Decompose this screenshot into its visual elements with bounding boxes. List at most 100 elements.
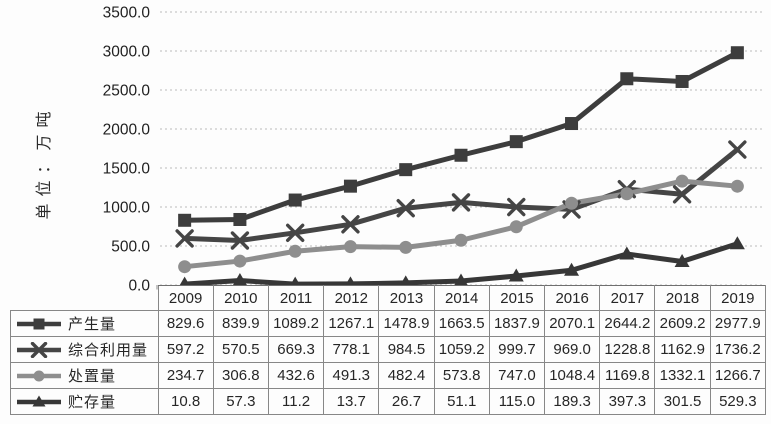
value-cell-disposal-2018: 1332.1 bbox=[654, 362, 711, 389]
year-header-cell: 2012 bbox=[323, 285, 380, 311]
legend-entry: 贮存量 bbox=[11, 391, 157, 412]
value-cell-disposal-2012: 491.3 bbox=[323, 362, 380, 389]
value-cell-storage-2015: 115.0 bbox=[488, 388, 546, 415]
square-marker-icon bbox=[233, 212, 247, 226]
value-cell-comprehensive-utilization-2012: 778.1 bbox=[323, 336, 380, 363]
series-line-production bbox=[182, 50, 740, 223]
y-axis-tick-label: 0.0 bbox=[128, 278, 150, 293]
legend-label: 综合利用量 bbox=[68, 342, 149, 359]
square-marker-icon bbox=[730, 46, 744, 60]
y-axis-tick-label: 2000.0 bbox=[103, 122, 151, 139]
square-marker-icon bbox=[620, 72, 634, 86]
table-corner-spacer bbox=[11, 286, 159, 311]
year-header-cell: 2019 bbox=[709, 285, 767, 311]
value-cell-disposal-2016: 1048.4 bbox=[544, 362, 601, 389]
legend-label: 产生量 bbox=[68, 316, 117, 333]
value-cell-disposal-2014: 573.8 bbox=[433, 362, 490, 389]
x-marker-icon bbox=[728, 140, 747, 159]
data-table: 2009 2010 2011 2012 2013 2014 2015 2016 2017 2018… bbox=[10, 285, 767, 415]
square-marker-icon bbox=[454, 148, 468, 162]
value-cell-storage-2011: 11.2 bbox=[267, 388, 325, 415]
value-cell-production-2019: 2977.9 bbox=[709, 310, 767, 337]
year-header-cell: 2010 bbox=[212, 285, 269, 311]
value-cell-disposal-2010: 306.8 bbox=[212, 362, 269, 389]
x-legend-icon bbox=[17, 341, 61, 358]
year-header-cell: 2013 bbox=[378, 285, 435, 311]
year-header-cell: 2016 bbox=[544, 285, 601, 311]
value-cell-production-2011: 1089.2 bbox=[267, 310, 325, 337]
year-header-cell: 2015 bbox=[488, 285, 546, 311]
series-line-comprehensive-utilization bbox=[182, 147, 740, 244]
value-cell-comprehensive-utilization-2019: 1736.2 bbox=[709, 336, 767, 363]
value-cell-disposal-2015: 747.0 bbox=[488, 362, 546, 389]
x-marker-icon bbox=[451, 193, 471, 212]
legend-label: 贮存量 bbox=[68, 394, 117, 411]
year-header-cell: 2017 bbox=[599, 285, 656, 311]
value-cell-storage-2009: 10.8 bbox=[157, 388, 214, 415]
triangle-legend-icon bbox=[17, 395, 61, 406]
value-cell-storage-2010: 57.3 bbox=[212, 388, 269, 415]
legend-entry: 综合利用量 bbox=[11, 339, 157, 360]
y-axis-tick-label: 3000.0 bbox=[103, 44, 151, 61]
legend-cell-production: 产生量 bbox=[10, 310, 159, 337]
y-axis-tick-labels: 0.0 500.0 1000.0 1500.0 2000.0 2500.0 3000.0 35… bbox=[103, 5, 151, 293]
table-row-production: 产生量 829.6 839.9 1089.2 1267.1 1478.9 1663.5 183… bbox=[10, 310, 767, 337]
value-cell-comprehensive-utilization-2014: 1059.2 bbox=[433, 336, 490, 363]
value-cell-production-2016: 2070.1 bbox=[544, 310, 601, 337]
y-axis-title: 单位：万吨 bbox=[35, 104, 53, 219]
x-marker-icon bbox=[30, 341, 48, 358]
value-cell-comprehensive-utilization-2017: 1228.8 bbox=[599, 336, 656, 363]
circle-marker-icon bbox=[565, 196, 579, 210]
value-cell-comprehensive-utilization-2011: 669.3 bbox=[267, 336, 325, 363]
circle-marker-icon bbox=[730, 179, 744, 193]
square-marker-icon bbox=[33, 318, 45, 329]
legend-label: 处置量 bbox=[68, 368, 117, 385]
triangle-marker-icon bbox=[564, 262, 580, 276]
table-row-storage: 贮存量 10.8 57.3 11.2 13.7 26.7 51.1 115.0 189.3 397… bbox=[10, 388, 767, 415]
legend-entry: 产生量 bbox=[11, 313, 157, 334]
value-cell-disposal-2011: 432.6 bbox=[267, 362, 325, 389]
circle-marker-icon bbox=[33, 370, 45, 381]
triangle-marker-icon bbox=[674, 253, 690, 267]
square-marker-icon bbox=[565, 117, 579, 131]
circle-marker-icon bbox=[399, 240, 413, 254]
circle-marker-icon bbox=[178, 260, 192, 274]
square-legend-icon bbox=[17, 318, 61, 329]
square-marker-icon bbox=[509, 135, 523, 149]
series-markers-disposal bbox=[178, 174, 744, 274]
circle-legend-icon bbox=[17, 370, 61, 381]
year-header-cell: 2014 bbox=[433, 285, 490, 311]
value-cell-comprehensive-utilization-2015: 999.7 bbox=[488, 336, 546, 363]
table-row-disposal: 处置量 234.7 306.8 432.6 491.3 482.4 573.8 747.0 10… bbox=[10, 362, 767, 389]
value-cell-production-2012: 1267.1 bbox=[323, 310, 380, 337]
triangle-marker-icon bbox=[619, 246, 635, 260]
year-header-cell: 2009 bbox=[157, 285, 214, 311]
legend-entry: 处置量 bbox=[11, 365, 157, 386]
value-cell-disposal-2017: 1169.8 bbox=[599, 362, 656, 389]
circle-marker-icon bbox=[675, 174, 689, 188]
triangle-marker-icon bbox=[32, 395, 46, 406]
y-axis-tick-label: 2500.0 bbox=[103, 83, 151, 100]
value-cell-comprehensive-utilization-2013: 984.5 bbox=[378, 336, 435, 363]
triangle-marker-icon bbox=[729, 236, 745, 250]
year-header-row: 2009 2010 2011 2012 2013 2014 2015 2016 2017 2018… bbox=[11, 285, 767, 311]
x-marker-icon bbox=[396, 199, 415, 218]
value-cell-production-2018: 2609.2 bbox=[654, 310, 711, 337]
value-cell-comprehensive-utilization-2009: 597.2 bbox=[157, 336, 214, 363]
circle-marker-icon bbox=[233, 254, 247, 268]
value-cell-storage-2012: 13.7 bbox=[323, 388, 380, 415]
x-marker-icon bbox=[507, 197, 526, 217]
line-chart: 单位：万吨 0.0 500.0 1000.0 1500.0 2000.0 2500.0 30… bbox=[35, 5, 766, 293]
value-cell-production-2014: 1663.5 bbox=[433, 310, 490, 337]
square-marker-icon bbox=[178, 213, 192, 227]
year-header-cell: 2018 bbox=[654, 285, 711, 311]
value-cell-production-2017: 2644.2 bbox=[599, 310, 656, 337]
value-cell-storage-2017: 397.3 bbox=[599, 388, 656, 415]
circle-marker-icon bbox=[509, 220, 523, 234]
triangle-marker-icon bbox=[508, 268, 524, 282]
triangle-marker-icon bbox=[453, 273, 469, 287]
table-row-comprehensive-utilization: 综合利用量 597.2 570.5 669.3 778.1 984.5 1059.2 999.… bbox=[10, 336, 767, 363]
x-marker-icon bbox=[341, 215, 360, 234]
circle-marker-icon bbox=[620, 187, 634, 201]
circle-marker-icon bbox=[454, 233, 468, 247]
